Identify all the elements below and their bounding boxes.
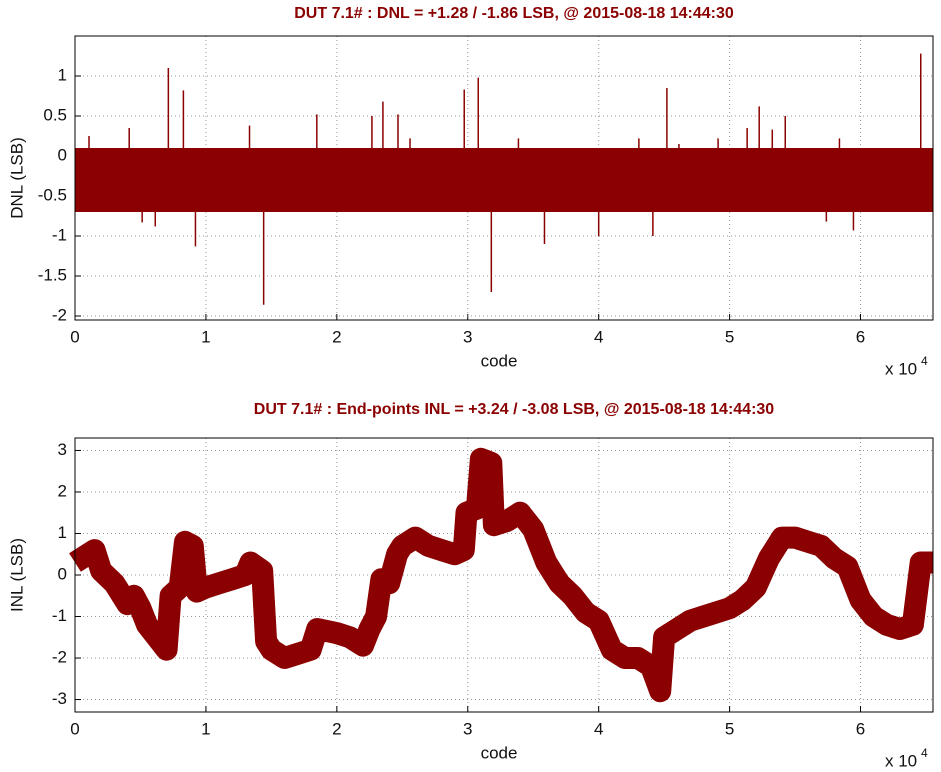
y-tick-label: -1.5 xyxy=(38,265,67,284)
x-multiplier: x 10 xyxy=(885,359,917,378)
x-tick-label: 5 xyxy=(725,719,734,738)
y-tick-label: -0.5 xyxy=(38,185,67,204)
x-axis-label: code xyxy=(481,351,518,370)
y-tick-label: -1 xyxy=(52,225,67,244)
chart-title: DUT 7.1# : End-points INL = +3.24 / -3.0… xyxy=(254,401,775,418)
x-tick-label: 1 xyxy=(201,719,210,738)
x-tick-label: 4 xyxy=(594,327,603,346)
x-tick-label: 6 xyxy=(856,327,865,346)
y-tick-label: -2 xyxy=(52,305,67,324)
y-tick-label: 2 xyxy=(58,481,67,500)
x-tick-label: 6 xyxy=(856,719,865,738)
x-axis-label: code xyxy=(481,743,518,762)
x-tick-label: 0 xyxy=(70,719,79,738)
x-tick-label: 3 xyxy=(463,327,472,346)
x-tick-label: 2 xyxy=(332,719,341,738)
y-tick-label: 0 xyxy=(58,564,67,583)
axes-frame xyxy=(74,35,934,321)
x-multiplier-exponent: 4 xyxy=(921,354,928,368)
y-tick-label: 3 xyxy=(58,440,67,459)
y-tick-label: -2 xyxy=(52,648,67,667)
x-tick-label: 5 xyxy=(725,327,734,346)
y-tick-label: 1 xyxy=(58,523,67,542)
y-tick-label: -3 xyxy=(52,689,67,708)
x-tick-label: 2 xyxy=(332,327,341,346)
x-tick-label: 1 xyxy=(201,327,210,346)
inl-line xyxy=(69,447,933,703)
x-multiplier: x 10 xyxy=(885,751,917,770)
x-tick-label: 4 xyxy=(594,719,603,738)
dnl-band xyxy=(75,148,933,212)
x-tick-label: 3 xyxy=(463,719,472,738)
y-axis-label: INL (LSB) xyxy=(7,538,26,612)
chart-title: DUT 7.1# : DNL = +1.28 / -1.86 LSB, @ 20… xyxy=(294,5,734,22)
y-tick-label: 0 xyxy=(58,145,67,164)
y-tick-label: -1 xyxy=(52,606,67,625)
y-tick-label: 1 xyxy=(58,65,67,84)
x-multiplier-exponent: 4 xyxy=(921,746,928,760)
y-tick-label: 0.5 xyxy=(43,105,67,124)
x-tick-label: 0 xyxy=(70,327,79,346)
y-axis-label: DNL (LSB) xyxy=(7,137,26,219)
axes-frame xyxy=(74,437,934,713)
